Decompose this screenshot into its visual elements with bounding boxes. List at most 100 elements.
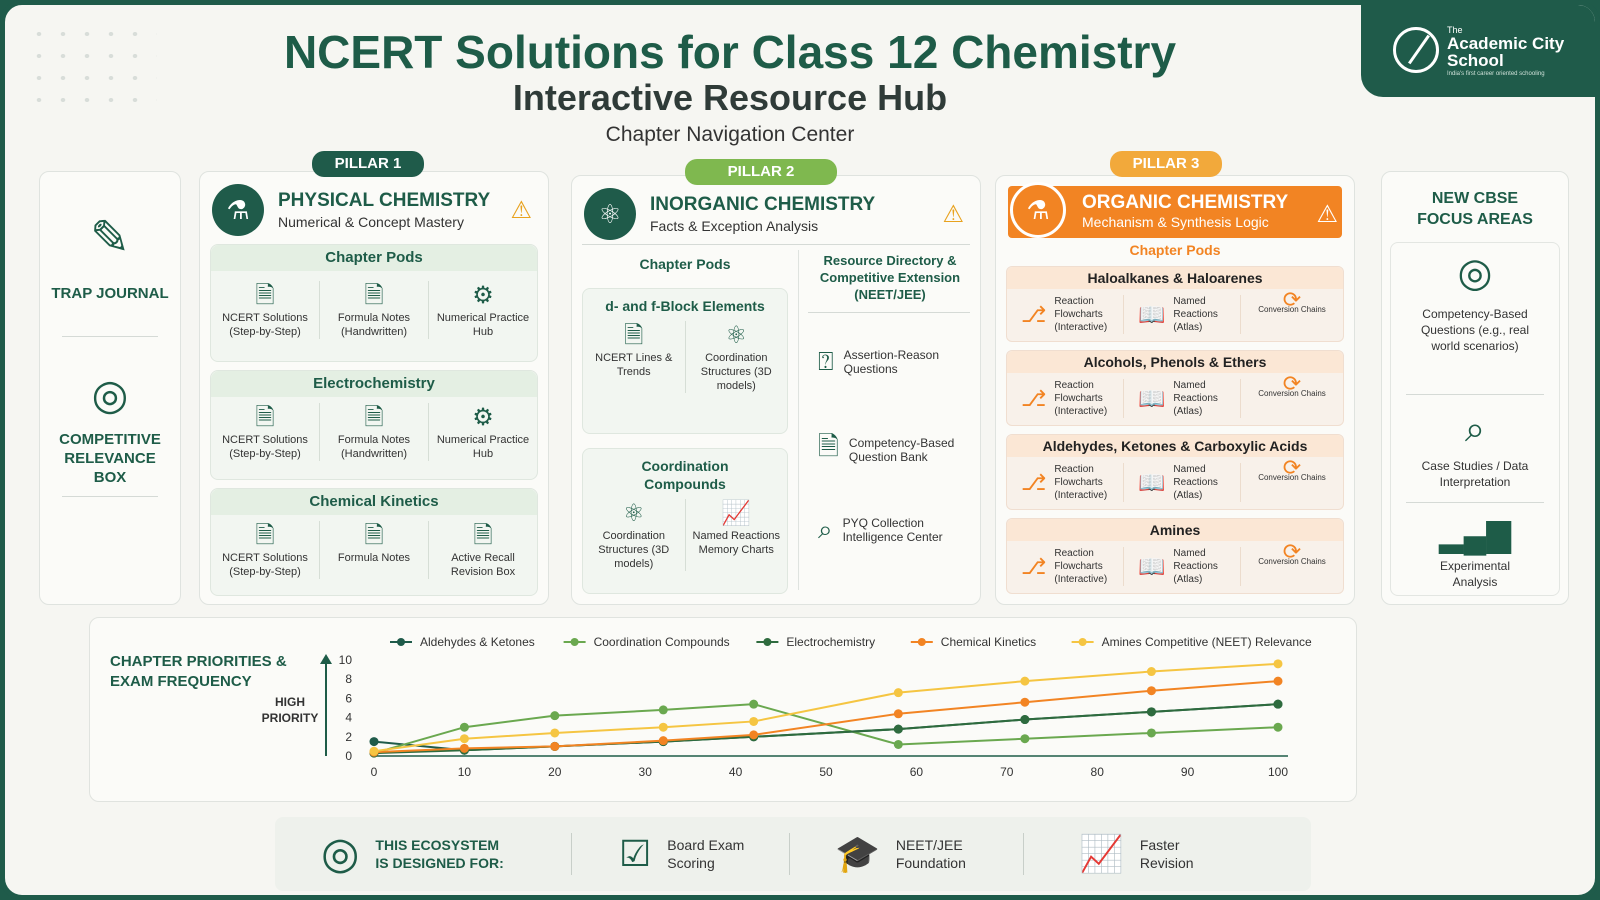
decorative-dots [27,23,157,103]
pod-coordination-compounds[interactable]: Coordination Compounds ⚛ Coordination Str… [582,448,788,594]
focus-title: NEW CBSE FOCUS AREAS [1417,190,1533,228]
data-point [1273,722,1283,732]
pod-item-named-reactions[interactable]: 📖 Named Reactions (Atlas) [1124,463,1241,502]
divider [808,312,970,313]
pillar3-title: ORGANIC CHEMISTRY [1082,192,1289,213]
growth-chart-icon: 📈 [1079,833,1124,874]
chart-ylabel: HIGH PRIORITY [261,695,319,725]
pod-item-numerical-practice[interactable]: ⚙ Numerical Practice Hub [429,403,537,461]
data-point [1146,728,1156,738]
pod-electrochemistry[interactable]: Electrochemistry 🗎 NCERT Solutions (Step-… [210,370,538,480]
focus-competency[interactable]: Competency-Based Questions (e.g., real w… [1420,307,1530,353]
pod-haloalkanes[interactable]: Haloalkanes & Haloarenes ⎇ Reaction Flowc… [1006,266,1344,342]
data-point [893,688,903,698]
competitive-relevance-label[interactable]: COMPETITIVE RELEVANCE BOX [59,431,161,486]
ecosystem-label-group: ◎ THIS ECOSYSTEM IS DESIGNED FOR: [321,831,505,877]
notes-icon: 🗎 [364,522,384,549]
notes-icon: 🗎 [364,282,384,309]
pod-item-named-reactions[interactable]: 📖 Named Reactions (Atlas) [1124,547,1241,586]
pod-aldehydes[interactable]: Aldehydes, Ketones & Carboxylic Acids ⎇ R… [1006,434,1344,510]
pod-item-formula-notes[interactable]: 🗎 Formula Notes (Handwritten) [320,281,429,339]
pod-item-reaction-flowcharts[interactable]: ⎇ Reaction Flowcharts (Interactive) [1007,295,1124,334]
pod-amines[interactable]: Amines ⎇ Reaction Flowcharts (Interactive… [1006,518,1344,594]
ecosystem-board-exam[interactable]: ☑ Board Exam Scoring [619,833,745,874]
pod-item-ncert-lines[interactable]: 🗎 NCERT Lines & Trends [583,321,686,393]
data-point [459,734,469,744]
brand-name: Academic City School [1447,34,1565,70]
legend-marker [397,638,405,646]
pillar2-badge: PILLAR 2 [685,159,837,185]
focus-case-studies[interactable]: Case Studies / Data Interpretation [1421,459,1529,489]
pod-item-reaction-flowcharts[interactable]: ⎇ Reaction Flowcharts (Interactive) [1007,547,1124,586]
focus-experimental[interactable]: Experimental Analysis [1439,559,1511,589]
pillar1-badge: PILLAR 1 [312,151,424,177]
pod-item-coordination-structures[interactable]: ⚛ Coordination Structures (3D models) [686,321,788,393]
data-point [658,736,668,746]
data-point [658,722,668,732]
pillar-organic-chemistry: ⚗ ORGANIC CHEMISTRY Mechanism & Synthesi… [995,175,1355,605]
pod-item-conversion-chains[interactable]: ⟳ Conversion Chains [1258,455,1326,483]
divider [571,833,572,875]
ecosystem-label: THIS ECOSYSTEM IS DESIGNED FOR: [375,837,504,871]
series-line [373,703,1279,755]
trap-journal-label[interactable]: TRAP JOURNAL [51,285,169,302]
directory-competency-bank[interactable]: 🗎 Competency-Based Question Bank [818,428,968,472]
pod-item-named-reactions[interactable]: 📖 Named Reactions (Atlas) [1124,295,1241,334]
divider [62,496,158,497]
pillar3-subtitle: Mechanism & Synthesis Logic [1082,214,1269,230]
document-search-icon: 🗎 [255,404,275,431]
column-divider [798,250,799,590]
pod-alcohols[interactable]: Alcohols, Phenols & Ethers ⎇ Reaction Flo… [1006,350,1344,426]
pod-item-ncert-solutions[interactable]: 🗎 NCERT Solutions (Step-by-Step) [211,403,320,461]
notes-icon: 🗎 [364,404,384,431]
pod-item-formula-notes[interactable]: 🗎 Formula Notes [320,521,429,579]
pod-item-active-recall[interactable]: 🗎 Active Recall Revision Box [429,521,537,579]
brand-logo[interactable]: The Academic City School India's first c… [1361,5,1595,97]
checklist-icon: ☑ [619,833,652,874]
directory-assertion-reason[interactable]: ⍰ Assertion-Reason Questions [818,346,939,376]
x-tick-label: 90 [1181,765,1195,779]
divider [1406,502,1544,503]
pod-item-reaction-flowcharts[interactable]: ⎇ Reaction Flowcharts (Interactive) [1007,463,1124,502]
directory-pyq-collection[interactable]: ⌕ PYQ Collection Intelligence Center [818,514,943,544]
pod-item-reaction-flowcharts[interactable]: ⎇ Reaction Flowcharts (Interactive) [1007,379,1124,418]
pod-item-numerical-practice[interactable]: ⚙ Numerical Practice Hub [429,281,537,339]
target-icon: ◎ [321,829,360,878]
pillar3-header: ⚗ ORGANIC CHEMISTRY Mechanism & Synthesi… [1008,182,1342,238]
pod-item-formula-notes[interactable]: 🗎 Formula Notes (Handwritten) [320,403,429,461]
x-tick-label: 10 [458,765,472,779]
brand-the: The [1447,25,1463,35]
data-point [658,705,668,715]
pod-d-f-block[interactable]: d- and f-Block Elements 🗎 NCERT Lines & T… [582,288,788,434]
legend-label: Amines Competitive (NEET) Relevance [1102,635,1312,649]
journal-icon: ✎ [89,212,131,265]
legend-label: Electrochemistry [786,635,875,649]
x-tick-label: 20 [548,765,562,779]
pod-item-ncert-solutions[interactable]: 🗎 NCERT Solutions (Step-by-Step) [211,281,320,339]
data-point [369,737,379,747]
pod-item-conversion-chains[interactable]: ⟳ Conversion Chains [1258,287,1326,315]
pod-item-named-reactions[interactable]: 📈 Named Reactions Memory Charts [686,499,788,571]
pod-item-named-reactions[interactable]: 📖 Named Reactions (Atlas) [1124,379,1241,418]
flowchart-icon: ⎇ [1021,554,1047,579]
pillar1-header: ⚗ PHYSICAL CHEMISTRY Numerical & Concept… [212,182,536,242]
book-icon: 📖 [1138,386,1166,411]
pod-item-coordination-structures[interactable]: ⚛ Coordination Structures (3D models) [583,499,686,571]
left-panel: ✎ TRAP JOURNAL ◎ COMPETITIVE RELEVANCE B… [39,171,181,605]
legend-marker [1078,638,1087,646]
molecule-icon: ⚛ [725,322,747,349]
pod-item-ncert-solutions[interactable]: 🗎 NCERT Solutions (Step-by-Step) [211,521,320,579]
pod-chemical-kinetics[interactable]: Chemical Kinetics 🗎 NCERT Solutions (Step… [210,488,538,596]
ecosystem-neet-jee[interactable]: 🎓 NEET/JEE Foundation [835,833,966,874]
pillar3-badge: PILLAR 3 [1110,151,1222,177]
pod-chapter-pods[interactable]: Chapter Pods 🗎 NCERT Solutions (Step-by-S… [210,244,538,362]
pod-item-conversion-chains[interactable]: ⟳ Conversion Chains [1258,371,1326,399]
pillar1-title: PHYSICAL CHEMISTRY [278,190,491,211]
data-point [749,716,759,726]
document-icon: 🗎 [624,322,644,349]
pillar2-title: INORGANIC CHEMISTRY [650,194,876,215]
y-tick-label: 4 [345,711,352,725]
pod-item-conversion-chains[interactable]: ⟳ Conversion Chains [1258,539,1326,567]
ecosystem-faster-revision[interactable]: 📈 Faster Revision [1079,833,1194,874]
data-point [369,746,379,756]
